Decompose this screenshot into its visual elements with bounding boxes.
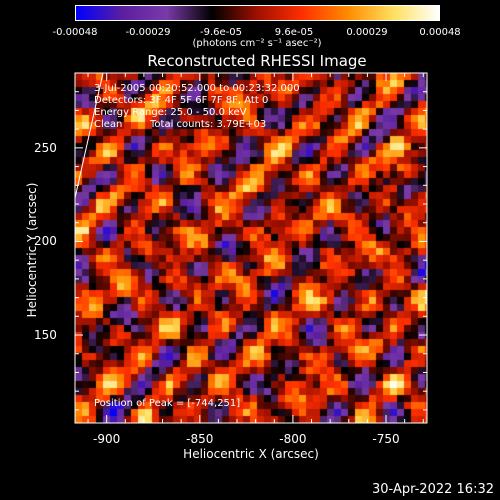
x-tick-label: -850 [186, 432, 214, 446]
y-tick-label: 150 [34, 328, 57, 343]
peak-position-text: Position of Peak = [-744,251] [94, 398, 241, 409]
plot-border [74, 72, 428, 424]
y-axis-label: Heliocentric Y (arcsec) [25, 182, 39, 318]
colorbar-tick-label: -0.00029 [125, 27, 171, 38]
x-tick-label: -800 [279, 432, 307, 446]
colorbar-tick-label: -0.00048 [52, 27, 98, 38]
colorbar-tick-label: 0.00048 [419, 27, 461, 38]
heatmap-image [75, 73, 427, 423]
colorbar-tick-label: 0.00029 [346, 27, 388, 38]
colorbar-tick-label: 9.6e-05 [274, 27, 314, 38]
y-tick-label: 250 [34, 140, 57, 155]
energy-range-text: Energy Range: 25.0 - 50.0 keV [94, 107, 247, 118]
x-axis-label: Heliocentric X (arcsec) [183, 447, 319, 461]
chart-title: Reconstructed RHESSI Image [147, 52, 367, 70]
y-tick-label: 200 [34, 234, 57, 249]
colorbar-tick-label: -9.6e-05 [200, 27, 242, 38]
x-tick-label: -750 [372, 432, 400, 446]
colorbar [75, 5, 440, 21]
total-counts-text: Total counts: 3.79E+03 [150, 119, 267, 130]
solar-limb-line [74, 72, 104, 199]
plot-timestamp: 30-Apr-2022 16:32 [372, 482, 494, 497]
method-text: Clean [94, 119, 123, 130]
colorbar-units: (photons cm⁻² s⁻¹ asec⁻²) [192, 38, 322, 49]
date-range-text: 3-Jul-2005 00:20:52.000 to 00:23:32.000 [94, 83, 300, 94]
x-tick-label: -900 [93, 432, 121, 446]
detectors-text: Detectors: 3F 4F 5F 6F 7F 8F, Att 0 [94, 95, 269, 106]
